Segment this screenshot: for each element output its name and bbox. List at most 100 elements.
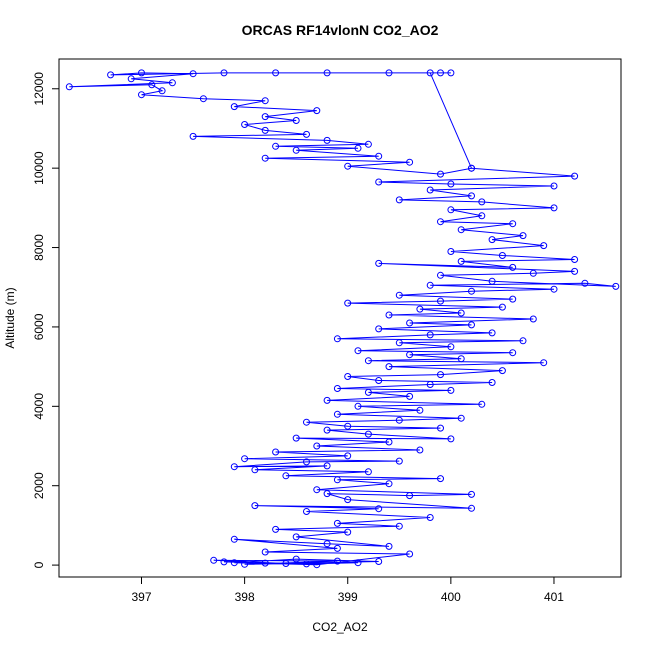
- data-point: [488, 277, 496, 285]
- data-point: [478, 198, 486, 206]
- data-point: [230, 463, 238, 471]
- data-point: [426, 186, 434, 194]
- data-point: [323, 540, 331, 548]
- data-point: [344, 162, 352, 170]
- data-point: [261, 548, 269, 556]
- data-point: [406, 158, 414, 166]
- data-point: [395, 416, 403, 424]
- data-point: [292, 533, 300, 541]
- data-point: [313, 486, 321, 494]
- data-point: [323, 136, 331, 144]
- data-point: [333, 519, 341, 527]
- data-point: [488, 236, 496, 244]
- data-point: [241, 560, 249, 568]
- data-point: [498, 367, 506, 375]
- data-point: [416, 305, 424, 313]
- data-point: [189, 132, 197, 140]
- data-point: [292, 146, 300, 154]
- data-point: [550, 285, 558, 293]
- data-point: [344, 528, 352, 536]
- data-point: [251, 466, 259, 474]
- y-tick-label: 2000: [32, 472, 46, 499]
- data-point: [375, 259, 383, 267]
- data-point: [241, 455, 249, 463]
- data-point: [447, 435, 455, 443]
- data-point: [230, 103, 238, 111]
- data-point: [488, 329, 496, 337]
- data-point: [220, 69, 228, 77]
- data-point: [333, 544, 341, 552]
- x-tick-label: 398: [235, 590, 255, 604]
- data-point: [344, 299, 352, 307]
- data-point: [519, 337, 527, 345]
- data-point: [261, 154, 269, 162]
- data-point: [364, 357, 372, 365]
- data-point: [375, 325, 383, 333]
- data-point: [303, 418, 310, 426]
- data-point: [292, 434, 300, 442]
- data-point: [437, 271, 444, 279]
- data-point: [261, 559, 269, 567]
- data-point: [344, 496, 352, 504]
- data-point: [437, 371, 444, 379]
- data-point: [333, 557, 341, 565]
- data-point: [333, 476, 341, 484]
- data-point: [282, 472, 290, 480]
- y-tick-label: 0: [32, 561, 46, 568]
- data-point: [230, 559, 238, 567]
- data-point: [158, 87, 166, 95]
- data-point: [581, 279, 589, 287]
- data-point: [199, 95, 207, 103]
- data-point: [395, 291, 403, 299]
- data-point: [107, 71, 115, 79]
- data-point: [344, 452, 352, 460]
- data-point: [540, 242, 548, 250]
- data-point: [406, 319, 414, 327]
- data-point: [457, 355, 465, 363]
- data-point: [550, 204, 558, 212]
- y-axis: 0 2000 4000 6000 8000 10000 12000: [32, 72, 60, 568]
- data-point: [447, 343, 455, 351]
- data-point: [437, 424, 444, 432]
- y-tick-label: 4000: [32, 393, 46, 420]
- data-point: [447, 386, 455, 394]
- data-point: [385, 542, 393, 550]
- data-point: [323, 426, 331, 434]
- data-point: [395, 196, 403, 204]
- x-axis-label: CO2_AO2: [312, 620, 368, 634]
- data-point: [375, 558, 383, 565]
- data-point: [261, 97, 269, 105]
- data-point: [509, 263, 517, 271]
- y-tick-label: 12000: [32, 72, 46, 106]
- data-point: [468, 321, 475, 329]
- data-point: [457, 414, 465, 422]
- data-point: [457, 226, 465, 234]
- data-point: [313, 442, 321, 450]
- data-point: [385, 480, 393, 488]
- data-point: [272, 69, 280, 77]
- data-point: [65, 83, 73, 91]
- data-point: [364, 430, 372, 438]
- data-point: [468, 504, 475, 512]
- data-point: [230, 535, 238, 543]
- data-point: [354, 559, 362, 567]
- chart-title: ORCAS RF14vlonN CO2_AO2: [242, 22, 439, 38]
- y-tick-label: 6000: [32, 313, 46, 340]
- data-point: [323, 462, 331, 470]
- data-point: [148, 81, 156, 89]
- y-tick-label: 10000: [32, 151, 46, 185]
- data-point: [385, 69, 393, 77]
- data-point: [529, 315, 537, 323]
- data-point: [210, 556, 218, 564]
- data-point: [437, 170, 444, 178]
- y-tick-label: 8000: [32, 234, 46, 261]
- data-point: [344, 373, 352, 380]
- data-point: [323, 396, 331, 404]
- data-point: [241, 121, 249, 128]
- data-point: [447, 206, 455, 214]
- data-point: [292, 555, 300, 563]
- data-point: [189, 70, 197, 78]
- data-point: [468, 164, 475, 172]
- data-point: [571, 172, 579, 180]
